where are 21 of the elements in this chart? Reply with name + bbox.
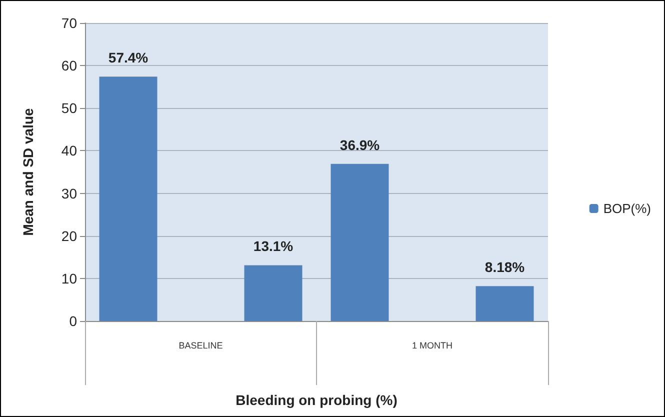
data-label: 13.1% [253, 238, 294, 254]
bar [244, 265, 302, 321]
legend-label: BOP(%) [603, 201, 651, 216]
y-axis-title: Mean and SD value [20, 108, 36, 236]
data-label: 36.9% [340, 136, 380, 153]
y-tick-label: 60 [61, 58, 78, 74]
y-tick-label: 0 [69, 313, 78, 329]
y-tick-label: 70 [61, 15, 78, 31]
y-tick-label: 50 [61, 100, 78, 116]
x-tick-label: BASELINE [178, 340, 223, 350]
x-axis-title: Bleeding on probing (%) [236, 392, 398, 408]
bar [99, 76, 158, 321]
y-tick-label: 30 [61, 185, 78, 202]
data-label: 57.4% [108, 50, 149, 66]
y-tick-label: 10 [61, 270, 78, 286]
y-tick-label: 20 [61, 228, 78, 244]
data-label: 8.18% [484, 259, 526, 276]
bar [476, 286, 534, 321]
y-tick-label: 40 [61, 142, 78, 159]
bar [330, 164, 389, 321]
x-tick-label: 1 MONTH [412, 340, 452, 350]
